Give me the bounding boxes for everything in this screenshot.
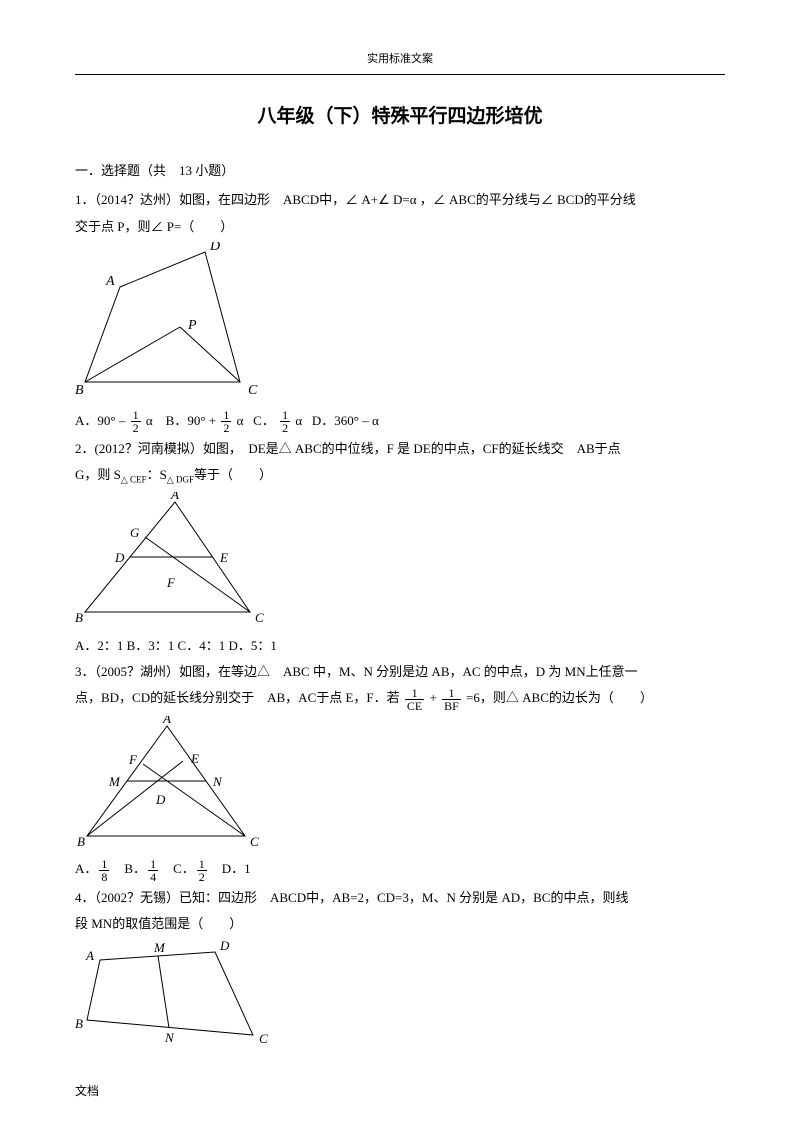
q1-line2: 交于点 P，则∠ P=（ ）: [75, 215, 725, 238]
q4-line2: 段 MN的取值范围是（ ）: [75, 912, 725, 935]
q1-opt-c-post: α: [295, 413, 302, 428]
svg-text:M: M: [153, 940, 166, 955]
svg-text:B: B: [75, 1016, 83, 1031]
svg-text:B: B: [75, 383, 84, 397]
svg-text:C: C: [255, 610, 264, 622]
svg-text:G: G: [130, 525, 140, 540]
q3-figure: A B C M N D E F: [75, 716, 725, 853]
svg-text:E: E: [190, 751, 199, 766]
svg-text:A: A: [105, 274, 115, 289]
q4-figure: A B C D M N: [75, 940, 725, 1052]
q1-opt-a-pre: A．90° –: [75, 413, 125, 428]
svg-text:B: B: [75, 610, 83, 622]
q1-opt-c-pre: C．: [253, 413, 275, 428]
fraction-icon: 1BF: [442, 687, 461, 712]
svg-text:C: C: [250, 834, 259, 846]
svg-text:A: A: [170, 492, 179, 502]
svg-text:B: B: [77, 834, 85, 846]
q3-line2: 点，BD，CD的延长线分别交于 AB，AC于点 E，F．若 1CE + 1BF …: [75, 686, 725, 712]
svg-text:M: M: [108, 774, 121, 789]
q2-line1: 2．(2012？河南模拟）如图， DE是△ ABC的中位线，F 是 DE的中点，…: [75, 437, 725, 460]
fraction-icon: 1CE: [405, 687, 424, 712]
svg-text:A: A: [162, 716, 171, 726]
q1-opt-b-post: α: [237, 413, 244, 428]
q3-options: A．18 B．14 C．12 D．1: [75, 857, 725, 883]
fraction-icon: 18: [99, 858, 109, 883]
svg-text:N: N: [212, 774, 223, 789]
section-heading: 一．选择题（共 13 小题）: [75, 159, 725, 182]
page-footer: 文档: [75, 1081, 99, 1103]
svg-text:F: F: [128, 752, 138, 767]
fraction-icon: 12: [197, 858, 207, 883]
svg-text:D: D: [209, 242, 220, 254]
q2-options: A．2：1 B．3：1 C．4：1 D．5：1: [75, 634, 725, 657]
svg-text:C: C: [248, 383, 258, 397]
svg-text:D: D: [155, 792, 166, 807]
q1-opt-d: D．360° – α: [312, 413, 379, 428]
q2-line2: G，则 S△ CEF：S△ DGF等于（ ）: [75, 463, 725, 488]
q1-opt-b-pre: B．90° +: [166, 413, 216, 428]
q1-line1: 1．（2014？达州）如图，在四边形 ABCD中，∠ A+∠ D=α ，∠ AB…: [75, 188, 725, 211]
fraction-icon: 14: [148, 858, 158, 883]
svg-text:D: D: [219, 940, 230, 953]
header-rule: [75, 74, 725, 75]
svg-text:F: F: [166, 575, 176, 590]
q1-options: A．90° – 12 α B．90° + 12 α C． 12 α D．360°…: [75, 409, 725, 435]
svg-text:N: N: [164, 1030, 175, 1045]
page-header: 实用标准文案: [75, 50, 725, 70]
svg-text:A: A: [85, 948, 94, 963]
q1-figure: A B C D P: [75, 242, 725, 404]
svg-text:P: P: [187, 318, 197, 333]
page-title: 八年级（下）特殊平行四边形培优: [75, 100, 725, 134]
svg-text:C: C: [259, 1031, 268, 1045]
q4-line1: 4．（2002？无锡）已知：四边形 ABCD中，AB=2，CD=3，M、N 分别…: [75, 886, 725, 909]
svg-text:E: E: [219, 550, 228, 565]
q1-opt-a-post: α: [146, 413, 153, 428]
fraction-icon: 12: [280, 409, 290, 434]
fraction-icon: 12: [221, 409, 231, 434]
q2-figure: A B C D E F G: [75, 492, 725, 629]
q3-line1: 3．（2005？湖州）如图，在等边△ ABC 中，M、N 分别是边 AB，AC …: [75, 660, 725, 683]
svg-text:D: D: [114, 550, 125, 565]
fraction-icon: 12: [131, 409, 141, 434]
